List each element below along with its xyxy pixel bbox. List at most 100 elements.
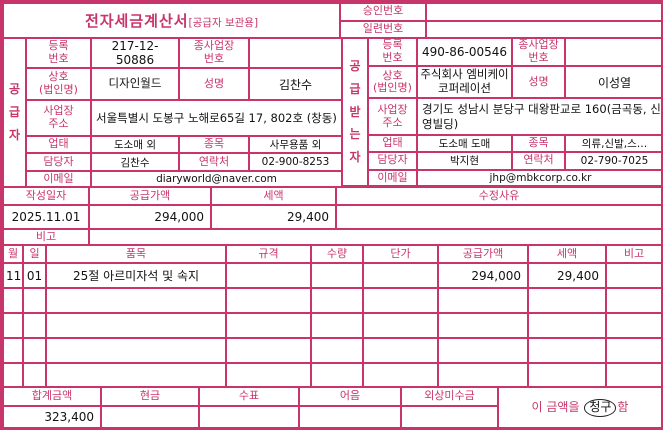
supplier-biztype-value: 도소매 외 xyxy=(90,135,180,154)
item-month xyxy=(2,362,24,388)
item-spec xyxy=(225,362,312,388)
supplier-phone-value: 02-900-8253 xyxy=(248,152,343,172)
supplier-ceo-value: 김찬수 xyxy=(248,67,343,101)
approval-number-value xyxy=(425,2,661,22)
summary-section: 작성일자 공급가액 세액 수정사유 2025.11.01 294,000 29,… xyxy=(2,186,661,246)
tax-amount-label: 세액 xyxy=(210,186,337,206)
item-spec xyxy=(225,312,312,339)
supplier-phone-label: 연락처 xyxy=(178,152,250,172)
item-supply xyxy=(437,312,529,339)
item-qty xyxy=(310,362,364,388)
item-supply xyxy=(437,337,529,364)
supplier-bizitem-value: 사무용품 외 xyxy=(248,135,343,154)
col-supply: 공급가액 xyxy=(437,244,529,264)
supply-amount-label: 공급가액 xyxy=(88,186,212,206)
bill-value xyxy=(298,405,402,428)
buyer-panel: 공급받는자 등록 번호 490-86-00546 종사업장 번호 상호 (법인명… xyxy=(341,36,661,188)
supplier-name-value: 디자인월드 xyxy=(90,67,180,101)
serial-number-value xyxy=(425,19,661,39)
item-spec xyxy=(225,287,312,314)
claim-circled-word: 청구 xyxy=(584,399,617,417)
revision-reason-label: 수정사유 xyxy=(335,186,661,206)
buyer-contact-label: 담당자 xyxy=(367,150,418,171)
item-unit-price xyxy=(362,312,439,339)
cash-label: 현금 xyxy=(100,386,200,407)
item-day xyxy=(22,312,47,339)
buyer-address-label: 사업장 주소 xyxy=(367,97,418,136)
buyer-biztype-value: 도소매 도매 xyxy=(416,133,513,153)
item-row xyxy=(2,362,661,388)
totals-section: 합계금액 현금 수표 어음 외상미수금 이 금액을 청구 함 323,400 xyxy=(2,386,661,428)
item-tax: 29,400 xyxy=(527,262,607,289)
page-title: 전자세금계산서[공급자 보관용] xyxy=(2,2,341,39)
item-tax xyxy=(527,362,607,388)
item-row xyxy=(2,337,661,364)
item-qty xyxy=(310,337,364,364)
item-name xyxy=(45,287,227,314)
item-note xyxy=(605,287,661,314)
buyer-email-value: jhp@mbkcorp.co.kr xyxy=(416,168,661,188)
col-month: 월 xyxy=(2,244,24,264)
buyer-email-label: 이메일 xyxy=(367,168,418,188)
col-item: 품목 xyxy=(45,244,227,264)
supplier-contact-label: 담당자 xyxy=(25,152,92,172)
buyer-bizitem-label: 종목 xyxy=(511,133,566,153)
supplier-reg-value: 217-12-50886 xyxy=(90,37,180,69)
buyer-subsite-value xyxy=(564,36,661,68)
item-day xyxy=(22,337,47,364)
item-row: 11 01 25절 아르미자석 및 속지 294,000 29,400 xyxy=(2,262,661,289)
buyer-ceo-label: 성명 xyxy=(511,65,566,100)
supplier-subsite-value xyxy=(248,37,343,69)
buyer-name-label: 상호 (법인명) xyxy=(367,65,418,100)
check-label: 수표 xyxy=(198,386,300,407)
supplier-name-label: 상호 (법인명) xyxy=(25,67,92,101)
item-month xyxy=(2,287,24,314)
total-amount-label: 합계금액 xyxy=(2,386,102,407)
supply-amount-value: 294,000 xyxy=(88,204,212,230)
item-day xyxy=(22,362,47,388)
item-row xyxy=(2,312,661,339)
col-day: 일 xyxy=(22,244,47,264)
total-amount-value: 323,400 xyxy=(2,405,102,428)
serial-number-label: 일련번호 xyxy=(339,19,427,39)
item-day: 01 xyxy=(22,262,47,289)
buyer-reg-label: 등록 번호 xyxy=(367,36,418,68)
item-spec xyxy=(225,337,312,364)
credit-label: 외상미수금 xyxy=(400,386,499,407)
supplier-panel: 공급자 등록 번호 217-12-50886 종사업장 번호 상호 (법인명) … xyxy=(2,37,343,188)
item-name xyxy=(45,337,227,364)
supplier-email-label: 이메일 xyxy=(25,170,92,188)
header-section: 전자세금계산서[공급자 보관용] 승인번호 일련번호 xyxy=(2,2,661,39)
claim-prefix: 이 금액을 xyxy=(531,400,584,415)
item-name: 25절 아르미자석 및 속지 xyxy=(45,262,227,289)
tax-amount-value: 29,400 xyxy=(210,204,337,230)
claim-suffix: 함 xyxy=(617,400,629,415)
items-header-row: 월 일 품목 규격 수량 단가 공급가액 세액 비고 xyxy=(2,244,661,264)
buyer-ceo-value: 이성열 xyxy=(564,65,661,100)
col-qty: 수량 xyxy=(310,244,364,264)
buyer-address-value: 경기도 성남시 분당구 대왕판교로 160(금곡동, 신영빌딩) xyxy=(416,97,661,136)
col-tax: 세액 xyxy=(527,244,607,264)
item-note xyxy=(605,312,661,339)
buyer-phone-value: 02-790-7025 xyxy=(564,150,661,171)
item-spec xyxy=(225,262,312,289)
buyer-band: 공급받는자 xyxy=(341,37,369,187)
item-tax xyxy=(527,287,607,314)
item-row xyxy=(2,287,661,314)
item-unit-price xyxy=(362,287,439,314)
parties-section: 공급자 등록 번호 217-12-50886 종사업장 번호 상호 (법인명) … xyxy=(2,36,661,188)
buyer-biztype-label: 업태 xyxy=(367,133,418,153)
item-name xyxy=(45,312,227,339)
item-unit-price xyxy=(362,262,439,289)
item-tax xyxy=(527,337,607,364)
item-tax xyxy=(527,312,607,339)
col-note: 비고 xyxy=(605,244,661,264)
item-month: 11 xyxy=(2,262,24,289)
invoice-title: 전자세금계산서 xyxy=(84,12,189,30)
bill-label: 어음 xyxy=(298,386,402,407)
supplier-biztype-label: 업태 xyxy=(25,135,92,154)
item-qty xyxy=(310,287,364,314)
invoice-title-suffix: [공급자 보관용] xyxy=(188,17,259,29)
buyer-name-value: 주식회사 엠비케이코퍼레이션 xyxy=(416,65,513,100)
buyer-phone-label: 연락처 xyxy=(511,150,566,171)
